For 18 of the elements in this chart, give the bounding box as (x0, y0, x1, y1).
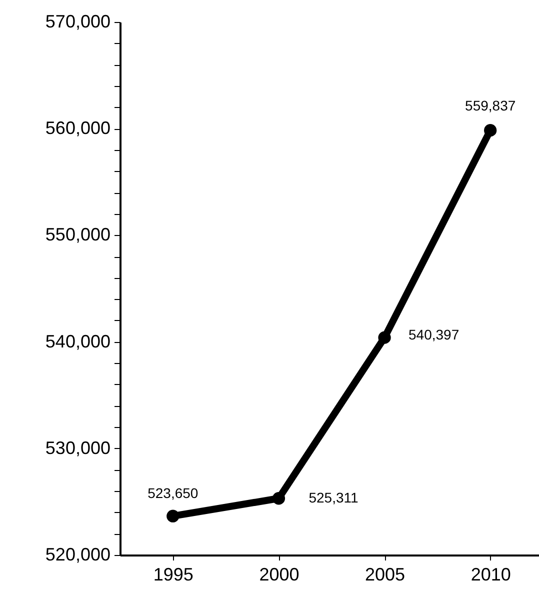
data-label: 540,397 (408, 326, 460, 343)
y-tick-label: 540,000 (45, 331, 110, 352)
y-tick-label: 530,000 (45, 438, 110, 458)
data-label: 559,837 (465, 97, 516, 114)
x-tick-label: 2000 (259, 564, 300, 584)
y-tick-label: 560,000 (45, 118, 110, 138)
data-label: 523,650 (148, 485, 198, 502)
point (166, 510, 180, 522)
y-tick-label: 520,000 (45, 544, 110, 564)
point (272, 492, 286, 505)
y-tick-label: 570,000 (45, 12, 110, 32)
y-tick-label: 550,000 (45, 224, 110, 245)
x-tick-label: 2005 (364, 564, 406, 584)
point (378, 331, 391, 344)
data-label: 525,311 (308, 489, 358, 506)
point (484, 124, 497, 137)
x-tick-label: 1995 (153, 564, 194, 584)
x-tick-label: 2010 (470, 564, 511, 584)
